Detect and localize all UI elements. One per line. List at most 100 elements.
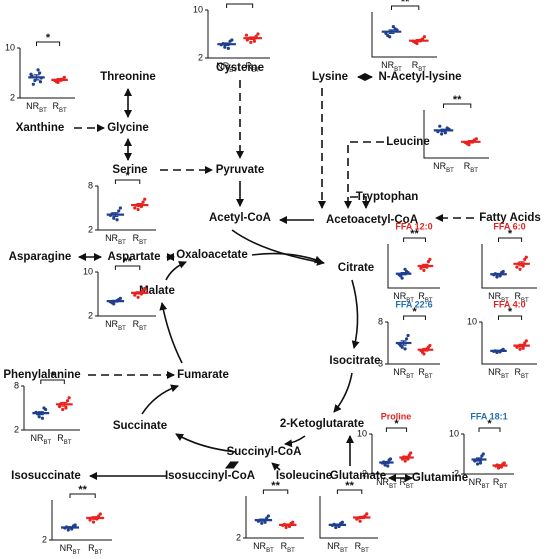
data-point (340, 520, 344, 524)
group-label: NRBT (381, 60, 402, 72)
data-point (44, 407, 48, 412)
arrow (175, 433, 237, 453)
error-bar (383, 460, 390, 465)
node: Malate (139, 285, 175, 297)
data-point (133, 206, 137, 210)
group-subscript: BT (394, 67, 402, 73)
group-subscript: BT (425, 374, 433, 380)
data-point (518, 347, 522, 351)
significance: * (125, 170, 130, 182)
data-point (230, 38, 234, 42)
group-name: R (493, 477, 500, 487)
data-point (73, 523, 77, 527)
group-label: NRBT (30, 433, 51, 445)
data-point (284, 525, 288, 530)
group-label: NRBT (216, 61, 237, 73)
y-tick-label: 2 (198, 52, 203, 62)
data-point (66, 528, 70, 532)
group-label: NRBT (26, 101, 47, 113)
error-bar (518, 261, 525, 267)
error-bar (388, 29, 395, 34)
y-tick-label: 10 (83, 266, 93, 276)
nodes: Threonine Glycine Xanthine Serine Pyruva… (3, 62, 540, 484)
arrow (159, 302, 183, 364)
error-bar (223, 42, 230, 46)
error-bar (249, 36, 256, 40)
group-subscript: BT (43, 440, 51, 446)
error-bar (403, 455, 410, 460)
data-point (141, 200, 145, 204)
group-subscript: BT (418, 67, 426, 73)
y-tick-label: 10 (357, 428, 367, 438)
error-bar (112, 212, 119, 218)
plot-title: Proline (381, 411, 412, 421)
group-label: NRBT (393, 291, 414, 303)
group-label: NRBT (488, 291, 509, 303)
group-name: NR (253, 541, 266, 551)
axis (371, 434, 420, 475)
data-point (62, 75, 66, 79)
error-bar (136, 203, 143, 208)
y-tick-label: 10 (5, 42, 15, 52)
group-subscript: BT (266, 548, 274, 554)
significance: ** (235, 0, 244, 6)
arrow (333, 372, 353, 413)
group-subscript: BT (118, 326, 126, 332)
significance-bracket (385, 427, 408, 432)
group-name: R (57, 433, 64, 443)
data-point (226, 46, 230, 51)
data-point (422, 35, 426, 39)
data-point (428, 343, 432, 348)
data-point (31, 82, 35, 86)
axis (245, 496, 304, 539)
group-label: NRBT (376, 477, 397, 489)
error-bar (56, 78, 63, 82)
y-tick-label: 2 (88, 224, 93, 234)
group-name: R (88, 543, 95, 553)
group-subscript: BT (521, 374, 529, 380)
node: Isoleucine (276, 470, 332, 482)
data-point (223, 45, 227, 49)
node: Succinate (113, 420, 167, 432)
axis (481, 244, 537, 289)
significance-bracket (262, 489, 289, 494)
group-name: NR (60, 543, 73, 553)
error-bar (440, 128, 447, 133)
group-label: NRBT (60, 543, 81, 555)
arrow (165, 261, 187, 281)
dot-plot: NRBT RBT** (423, 94, 489, 174)
significance: ** (401, 0, 410, 8)
group-label: NRBT (393, 367, 414, 379)
node: Succinyl-CoA (227, 446, 302, 458)
group-subscript: BT (340, 548, 348, 554)
group-label: NRBT (253, 541, 274, 553)
plots: 102NRBTRBT*102NRBTRBT**NRBTRBT**NRBTRBT*… (5, 0, 537, 556)
group-label: RBT (53, 101, 68, 113)
data-point (115, 218, 119, 222)
axis (97, 186, 156, 231)
data-point (334, 525, 338, 530)
data-point (36, 68, 40, 72)
group-subscript: BT (521, 298, 529, 304)
node: N-Acetyl-lysine (378, 71, 461, 83)
significance-bracket (69, 493, 96, 498)
significance: * (394, 418, 399, 430)
group-subscript: BT (252, 68, 260, 74)
group-label: RBT (515, 291, 530, 303)
data-point (38, 71, 42, 75)
plot-title: FFA 12:0 (395, 221, 432, 231)
significance: ** (123, 256, 132, 268)
arrow (231, 229, 325, 266)
y-tick-label: 2 (14, 424, 19, 434)
error-bar (467, 140, 474, 144)
error-bar (112, 299, 119, 303)
data-point (501, 269, 505, 274)
data-point (65, 399, 70, 403)
data-point (440, 132, 444, 136)
y-tick-label: 10 (467, 316, 477, 326)
